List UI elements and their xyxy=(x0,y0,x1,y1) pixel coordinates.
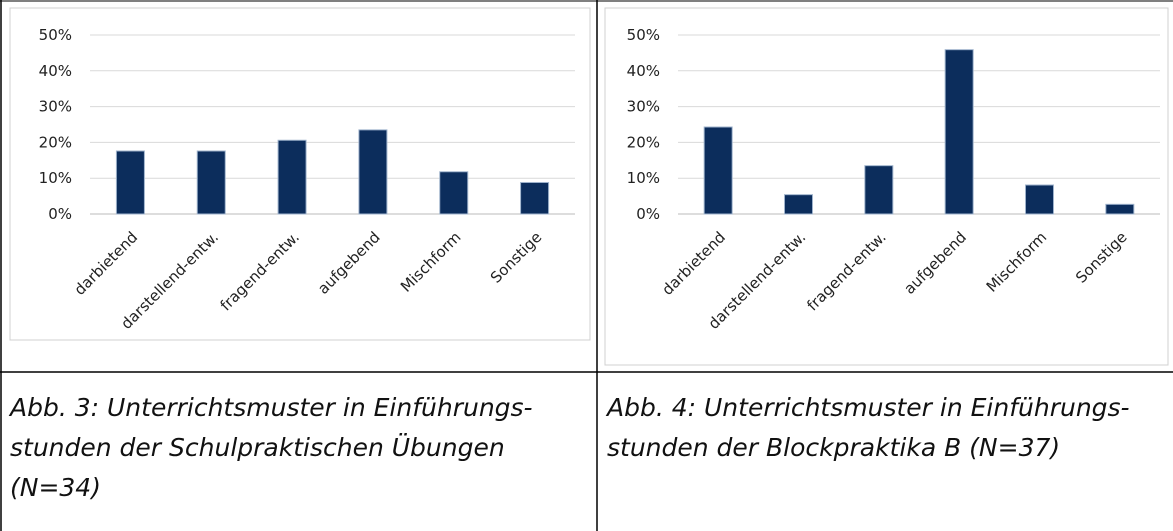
y-tick-label: 50% xyxy=(627,26,660,44)
bar xyxy=(944,49,974,215)
chart-frame xyxy=(604,7,1169,366)
x-tick-label: Sonstige xyxy=(1072,228,1131,287)
y-tick-label: 30% xyxy=(39,98,72,116)
bar xyxy=(358,129,388,215)
bar xyxy=(1105,203,1135,215)
bar xyxy=(1025,184,1054,215)
x-tick-label: fragend-entw. xyxy=(217,228,303,314)
bar xyxy=(115,150,145,215)
bar xyxy=(196,150,226,215)
x-tick-label: Mischform xyxy=(397,228,465,296)
x-tick-label: fragend-entw. xyxy=(803,228,889,314)
x-tick-label: aufgebend xyxy=(314,228,384,298)
caption: Abb. 4: Unterrichtsmuster in Einführungs… xyxy=(607,393,1130,462)
bar xyxy=(277,139,307,215)
x-tick-label: Sonstige xyxy=(487,228,546,287)
bar xyxy=(520,181,550,215)
bar xyxy=(703,126,733,215)
y-tick-label: 10% xyxy=(39,169,72,187)
y-tick-label: 10% xyxy=(627,169,660,187)
y-tick-label: 0% xyxy=(636,205,660,223)
y-tick-label: 20% xyxy=(627,133,660,151)
x-tick-label: aufgebend xyxy=(900,228,970,298)
x-tick-label: Mischform xyxy=(983,228,1051,296)
x-tick-label: darbietend xyxy=(658,228,729,299)
y-tick-label: 40% xyxy=(627,62,660,80)
chart-frame xyxy=(9,7,591,341)
y-tick-label: 40% xyxy=(39,62,72,80)
y-tick-label: 50% xyxy=(39,26,72,44)
caption: Abb. 3: Unterrichtsmuster in Einführungs… xyxy=(10,393,533,502)
bar xyxy=(439,171,469,215)
bar xyxy=(784,194,813,215)
y-tick-label: 30% xyxy=(627,98,660,116)
y-tick-label: 20% xyxy=(39,133,72,151)
y-tick-label: 0% xyxy=(48,205,72,223)
x-tick-label: darbietend xyxy=(71,228,142,299)
bar xyxy=(864,165,894,215)
